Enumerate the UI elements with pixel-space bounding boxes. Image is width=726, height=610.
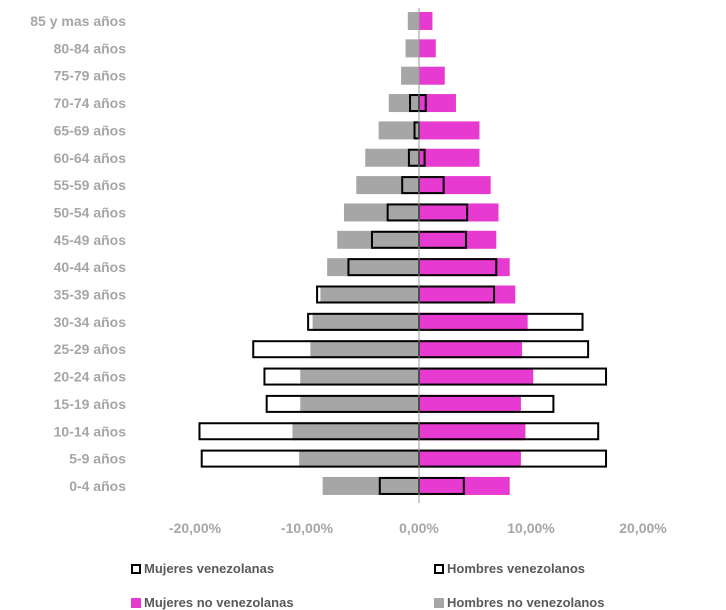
bar <box>300 394 419 413</box>
category-label: 85 y mas años <box>30 13 126 29</box>
category-label: 15-19 años <box>54 396 127 412</box>
bar <box>419 312 528 331</box>
bar <box>419 66 445 85</box>
x-tick-label: -10,00% <box>281 520 334 536</box>
category-label: 20-24 años <box>54 369 127 385</box>
x-tick-label: 20,00% <box>619 520 667 536</box>
bar <box>300 367 419 386</box>
bar <box>356 176 419 195</box>
category-label: 0-4 años <box>69 478 126 494</box>
bar <box>388 94 419 113</box>
category-label: 70-74 años <box>54 95 127 111</box>
category-label: 25-29 años <box>54 341 127 357</box>
x-tick-label: -20,00% <box>169 520 222 536</box>
bar <box>419 258 510 277</box>
category-label: 30-34 años <box>54 314 127 330</box>
bar <box>327 258 419 277</box>
category-label: 40-44 años <box>54 259 127 275</box>
bar <box>365 148 419 167</box>
category-label: 60-64 años <box>54 150 127 166</box>
category-label: 55-59 años <box>54 177 127 193</box>
bar <box>310 340 419 359</box>
bar <box>299 449 419 468</box>
bar <box>405 39 419 58</box>
bar <box>322 476 419 495</box>
bar <box>419 422 526 441</box>
bar <box>419 121 480 140</box>
bar <box>419 367 534 386</box>
category-label: 50-54 años <box>54 204 127 220</box>
bar <box>312 312 419 331</box>
bar <box>292 422 419 441</box>
bar <box>378 121 419 140</box>
bar <box>401 66 419 85</box>
bar <box>320 285 419 304</box>
bar <box>419 148 480 167</box>
category-label: 80-84 años <box>54 40 127 56</box>
bar <box>419 12 433 30</box>
bar <box>419 230 497 249</box>
x-tick-label: 10,00% <box>507 520 555 536</box>
category-label: 65-69 años <box>54 122 127 138</box>
bar <box>343 203 419 222</box>
x-tick-label: 0,00% <box>399 520 439 536</box>
bar <box>419 285 516 304</box>
bar <box>419 176 491 195</box>
category-label: 75-79 años <box>54 68 127 84</box>
category-label: 45-49 años <box>54 232 127 248</box>
bar <box>419 449 521 468</box>
category-label: 10-14 años <box>54 423 127 439</box>
bar <box>419 94 456 113</box>
bar <box>407 12 419 30</box>
bar <box>419 340 523 359</box>
bar <box>419 203 499 222</box>
bar <box>419 394 521 413</box>
category-label: 35-39 años <box>54 287 127 303</box>
bar <box>419 39 436 58</box>
bar <box>337 230 419 249</box>
category-label: 5-9 años <box>69 451 126 467</box>
